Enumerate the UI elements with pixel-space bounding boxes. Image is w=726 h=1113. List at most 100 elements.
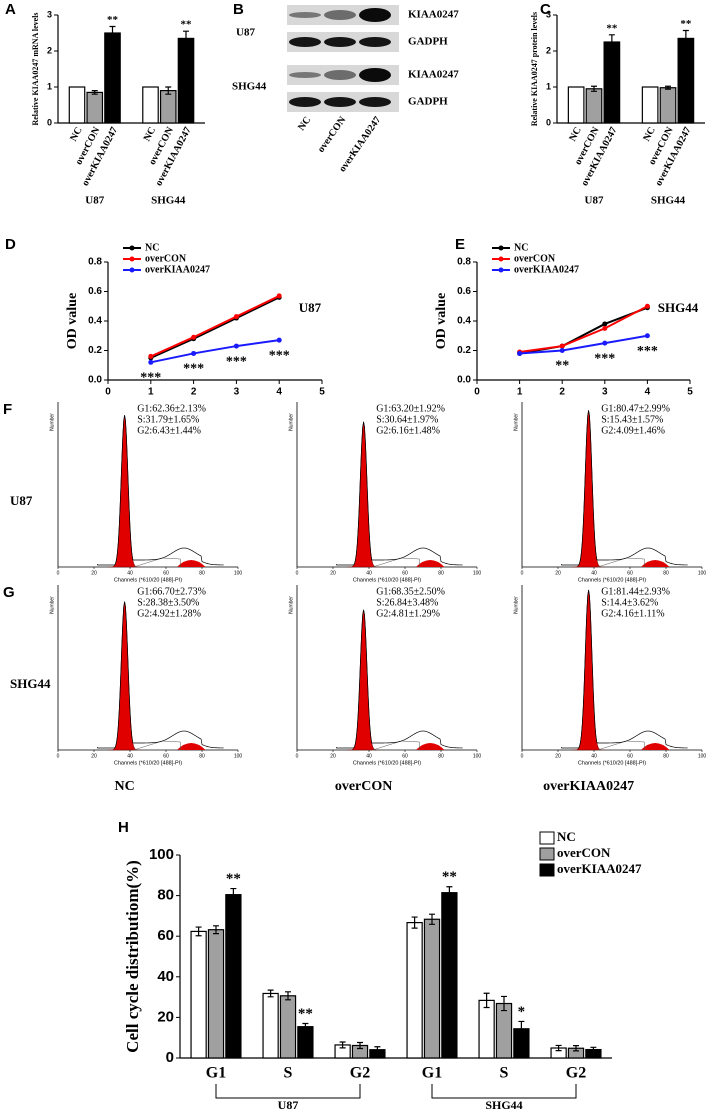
y-tick-label: 0.4: [88, 316, 102, 327]
x-tick-label: G1: [206, 1065, 226, 1082]
hist-x-tick-label: 100: [698, 753, 707, 759]
hist-x-tick-label: 40: [127, 753, 133, 759]
bar: [279, 995, 297, 1059]
panel-label: B: [233, 1, 244, 18]
hist-x-tick-label: 80: [199, 570, 205, 576]
hist-x-tick-label: 40: [591, 753, 597, 759]
error-bar: [183, 30, 189, 47]
legend-label: NC: [557, 829, 576, 844]
hist-x-tick-label: 40: [366, 570, 372, 576]
significance: ***: [594, 351, 615, 366]
phase-stat: G1:62.36±2.13%: [137, 403, 206, 414]
s-phase: [133, 740, 181, 751]
hist-x-tick-label: 0: [57, 753, 60, 759]
blot-band: [289, 12, 321, 18]
significance: **: [226, 871, 241, 887]
y-tick-label: 0.8: [88, 257, 102, 268]
blot-band: [324, 10, 356, 20]
bar: [585, 88, 603, 124]
y-tick-label: 0.2: [457, 345, 471, 356]
error-bar: [91, 90, 98, 95]
bar: [603, 41, 621, 124]
hist-x-tick-label: 0: [296, 570, 299, 576]
g1-peak: [108, 415, 142, 568]
point: [276, 337, 282, 343]
hist-x-tick-label: 100: [234, 570, 243, 576]
hist-y-title: Number: [513, 413, 519, 431]
hist-x-tick-label: 100: [473, 570, 482, 576]
error-bar: [555, 1044, 562, 1052]
line: [150, 296, 280, 359]
error-bar: [608, 34, 615, 50]
hist-x-tick-label: 20: [91, 570, 97, 576]
g2-peak: [415, 743, 445, 750]
hist-x-tick-label: 80: [199, 753, 205, 759]
g2-peak: [640, 560, 670, 567]
panel-label: F: [3, 401, 12, 418]
band-label: GADPH: [408, 36, 448, 48]
error-bar: [357, 1041, 363, 1050]
significance: **: [555, 359, 569, 374]
g1-peak: [572, 410, 606, 568]
legend-marker: [129, 245, 135, 251]
line: [519, 334, 648, 355]
hist-x-tick-label: 20: [330, 570, 336, 576]
y-tick-label: 0: [546, 117, 551, 127]
phase-stat: S:26.84±3.48%: [376, 597, 438, 608]
x-tick-label: 3: [602, 387, 608, 398]
hist-x-tick-label: 0: [296, 753, 299, 759]
group-label: SHG44: [651, 195, 686, 207]
legend-label: overCON: [514, 253, 556, 264]
y-tick-label: 0.8: [457, 257, 471, 268]
hist-x-title: Channels (*610/20 [488]-PI): [353, 577, 421, 583]
row-label: U87: [236, 27, 255, 39]
g1-peak: [108, 601, 142, 751]
y-tick-label: 0.2: [88, 345, 102, 356]
significance: ***: [140, 371, 161, 386]
cell-line-label: SHG44: [658, 300, 699, 315]
error-bar: [165, 86, 172, 95]
s-phase: [597, 740, 645, 751]
x-tick-label: 2: [191, 387, 197, 398]
blot-band: [324, 97, 356, 107]
hist-x-tick-label: 20: [555, 570, 561, 576]
hist-outline: [561, 589, 688, 749]
hist-x-tick-label: 60: [163, 753, 169, 759]
bar: [225, 894, 242, 1059]
point: [559, 343, 565, 349]
phase-stat: G1:81.44±2.93%: [601, 586, 670, 597]
column-label: overKIAA0247: [543, 779, 634, 794]
group-bracket: [215, 1084, 361, 1099]
point: [148, 353, 154, 359]
blot-band: [359, 97, 391, 107]
y-axis-title: Relative KIAA0247 protein levels: [530, 12, 539, 126]
phase-stat: G2:6.16±1.48%: [376, 425, 440, 436]
panel-label: E: [455, 236, 465, 253]
x-tick-label: 3: [234, 387, 240, 398]
hist-x-tick-label: 100: [698, 570, 707, 576]
point: [602, 321, 608, 327]
bar: [478, 999, 495, 1059]
bar-label: NC: [641, 125, 657, 143]
error-bar: [591, 85, 597, 92]
band-label: KIAA0247: [408, 9, 459, 21]
hist-x-tick-label: 20: [555, 753, 561, 759]
group-label: U87: [85, 195, 104, 207]
legend-marker: [129, 267, 135, 273]
bar: [207, 929, 225, 1059]
hist-x-tick-label: 60: [627, 570, 633, 576]
x-tick-label: S: [284, 1065, 293, 1082]
y-tick-label: 80: [157, 887, 174, 904]
lane-label: overCON: [316, 114, 349, 155]
g1-peak: [347, 609, 381, 751]
legend-swatch: [539, 847, 555, 861]
significance: ***: [637, 344, 658, 359]
error-bar: [109, 25, 116, 41]
error-bar: [339, 1041, 346, 1049]
legend-label: overCON: [145, 253, 187, 264]
phase-stat: G2:4.09±1.46%: [601, 425, 665, 436]
point: [644, 333, 650, 339]
g1-peak: [347, 421, 381, 568]
